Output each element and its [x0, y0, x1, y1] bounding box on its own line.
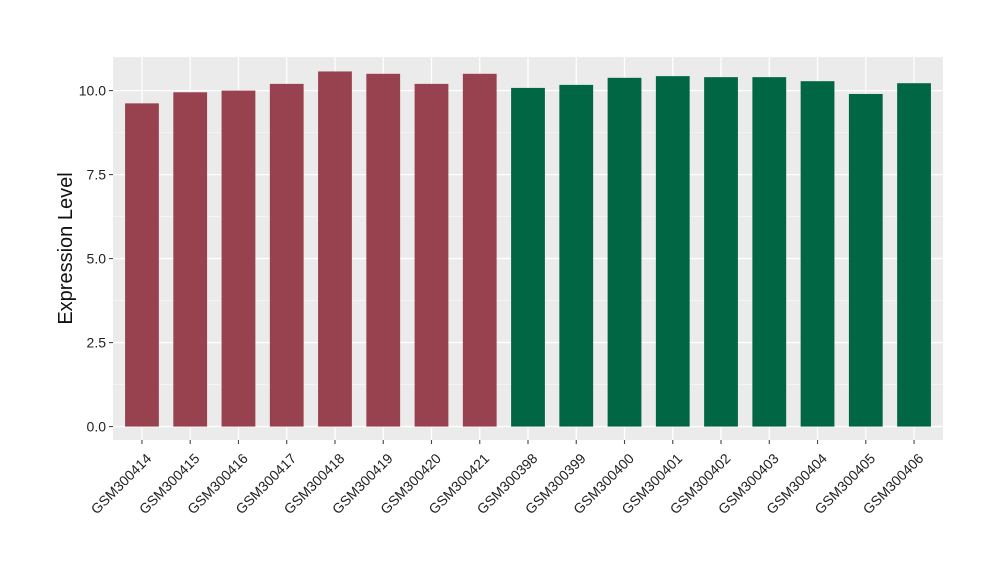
bar-gsm300420	[414, 83, 449, 427]
bar-gsm300405	[848, 93, 883, 427]
bar-gsm300417	[269, 83, 304, 427]
x-axis: GSM300414GSM300415GSM300416GSM300417GSM3…	[88, 440, 927, 517]
bar-gsm300415	[173, 92, 208, 427]
bar-gsm300421	[462, 73, 497, 427]
bar-gsm300402	[704, 77, 738, 427]
y-tick-label: 7.5	[87, 167, 107, 183]
y-tick-label: 0.0	[87, 419, 107, 435]
bar-gsm300404	[800, 81, 835, 427]
y-axis-title: Expression Level	[55, 172, 77, 324]
bar-gsm300399	[559, 84, 594, 427]
bar-gsm300403	[752, 77, 787, 427]
y-axis: 0.0 2.5 5.0 7.5 10.0	[79, 83, 113, 435]
y-tick-label: 5.0	[87, 251, 107, 267]
y-tick-label: 2.5	[87, 335, 107, 351]
bar-gsm300419	[366, 73, 401, 427]
bar-gsm300414	[125, 103, 159, 427]
bar-gsm300401	[655, 76, 690, 427]
bar-gsm300416	[221, 90, 256, 427]
y-tick-label: 10.0	[79, 83, 106, 99]
bar-gsm300418	[318, 71, 352, 427]
bar-gsm300400	[607, 77, 642, 427]
bar-gsm300406	[897, 83, 931, 427]
bars-group	[125, 71, 931, 427]
bar-gsm300398	[511, 87, 545, 427]
